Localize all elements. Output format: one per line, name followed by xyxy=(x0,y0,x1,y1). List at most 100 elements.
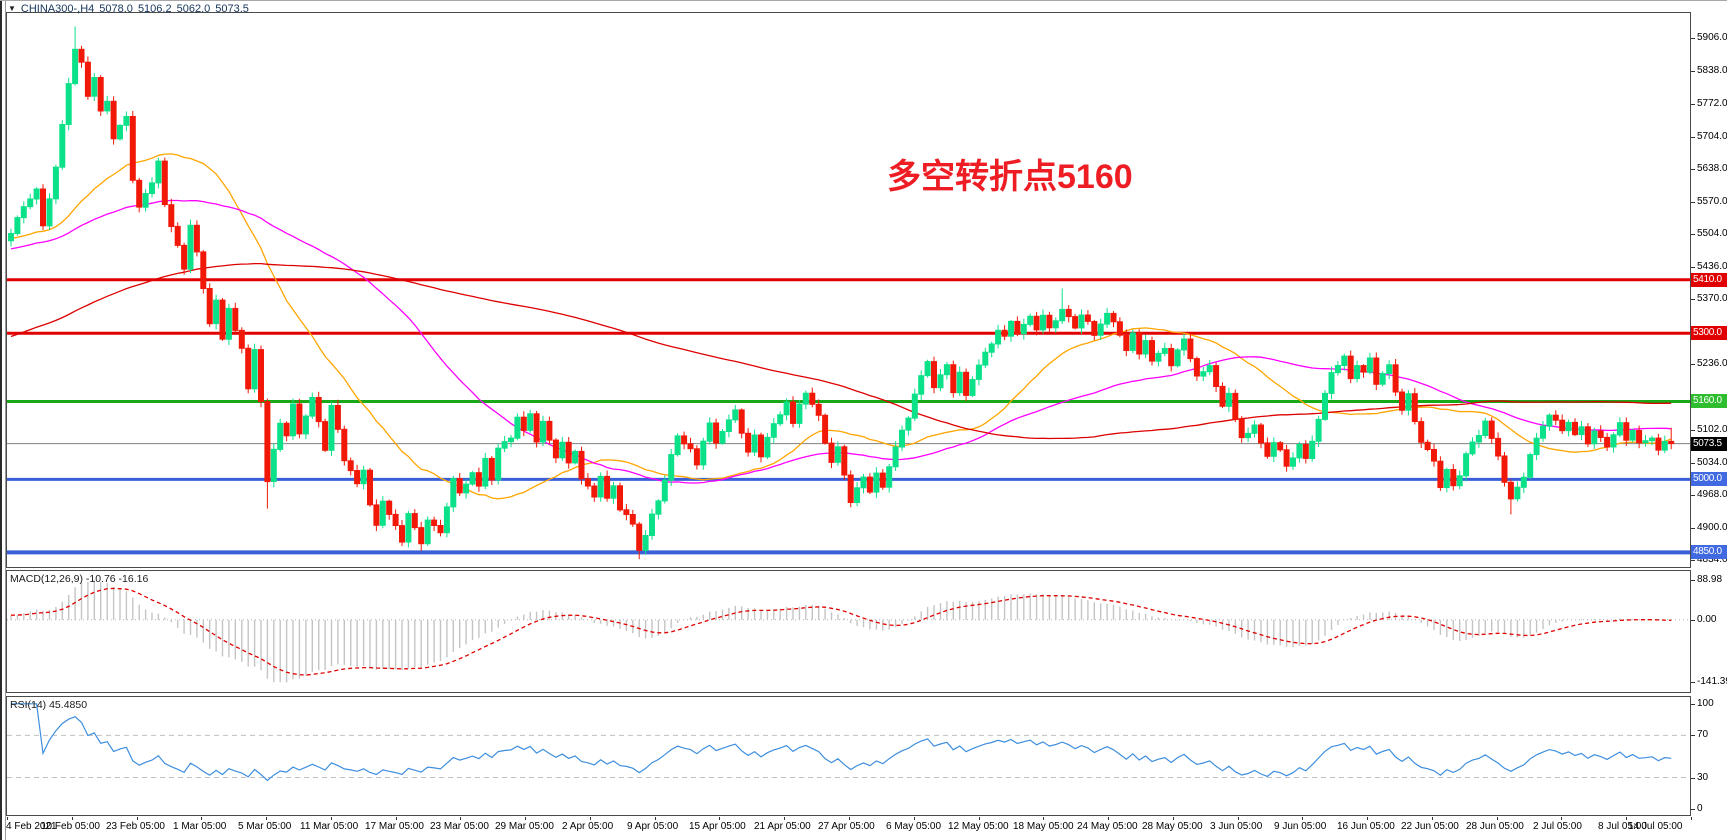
price-tick-label: 5236.0 xyxy=(1697,358,1727,369)
bull-candles xyxy=(8,26,1668,555)
price-tick-label: 5704.0 xyxy=(1697,131,1727,142)
axis-tick xyxy=(1691,234,1695,235)
time-tick xyxy=(7,817,8,820)
axis-tick xyxy=(1691,560,1695,561)
time-label: 23 Mar 05:00 xyxy=(430,821,489,832)
hline-badge-4850.0: 4850.0 xyxy=(1691,545,1727,559)
symbol-period-label: CHINA300-,H4 xyxy=(20,2,95,15)
time-label: 12 May 05:00 xyxy=(948,821,1009,832)
time-label: 2 Apr 05:00 xyxy=(562,821,614,832)
price-tick-label: 5504.0 xyxy=(1697,228,1727,239)
time-label: 23 Feb 05:00 xyxy=(106,821,165,832)
time-tick xyxy=(849,817,850,820)
macd-label: MACD(12,26,9) -10.76 -16.16 xyxy=(10,573,149,585)
price-axis[interactable]: 5906.0 5838.0 5772.0 5704.0 5638.0 5570.0 5504… xyxy=(1691,1,1727,840)
time-label: 4 Feb 2021 xyxy=(6,821,57,832)
time-tick xyxy=(1108,817,1109,820)
hline-badge-5160.0: 5160.0 xyxy=(1691,394,1727,408)
time-tick xyxy=(72,817,73,820)
time-label: 8 Jul 05:00 xyxy=(1598,821,1647,832)
axis-tick xyxy=(1691,202,1695,203)
macd-histogram xyxy=(10,580,1672,683)
hline-badge-5410.0: 5410.0 xyxy=(1691,273,1727,287)
axis-tick xyxy=(1691,809,1695,810)
axis-tick xyxy=(1691,267,1695,268)
time-label: 2 Jul 05:00 xyxy=(1533,821,1582,832)
time-tick xyxy=(1497,817,1498,820)
price-tick-label: 0.00 xyxy=(1697,614,1717,625)
time-tick xyxy=(719,817,720,820)
macd-signal-line xyxy=(10,587,1672,676)
rsi-plot-area[interactable] xyxy=(7,697,1690,815)
axis-tick xyxy=(1691,71,1695,72)
time-tick xyxy=(1561,817,1562,820)
price-tick-label: 5102.0 xyxy=(1697,424,1727,435)
ma-slow-line xyxy=(10,262,1672,440)
time-label: 22 Jun 05:00 xyxy=(1401,821,1459,832)
price-tick-label: 5638.0 xyxy=(1697,163,1727,174)
price-tick-label: 5570.0 xyxy=(1697,196,1727,207)
axis-tick xyxy=(1691,528,1695,529)
axis-tick xyxy=(1691,430,1695,431)
time-tick xyxy=(1043,817,1044,820)
time-label: 6 May 05:00 xyxy=(886,821,942,832)
rsi-label: RSI(14) 45.4850 xyxy=(10,699,88,711)
time-tick xyxy=(914,817,915,820)
time-label: 15 Apr 05:00 xyxy=(689,821,746,832)
price-tick-label: 5838.0 xyxy=(1697,65,1727,76)
main-price-panel[interactable]: 多空转折点5160 xyxy=(6,12,1691,568)
time-label: 24 May 05:00 xyxy=(1077,821,1138,832)
hline-badge-5000.0: 5000.0 xyxy=(1691,472,1727,486)
macd-panel[interactable]: MACD(12,26,9) -10.76 -16.16 xyxy=(6,570,1691,693)
axis-tick xyxy=(1691,137,1695,138)
time-label: 17 Mar 05:00 xyxy=(365,821,424,832)
price-tick-label: -141.39 xyxy=(1697,676,1727,687)
time-tick xyxy=(590,817,591,820)
axis-tick xyxy=(1691,463,1695,464)
window-left-frame-inner xyxy=(5,1,6,840)
price-tick-label: 100 xyxy=(1697,698,1714,709)
time-tick xyxy=(1302,817,1303,820)
price-tick-label: 4900.0 xyxy=(1697,522,1727,533)
time-tick xyxy=(784,817,785,820)
time-label: 18 May 05:00 xyxy=(1013,821,1074,832)
time-tick xyxy=(460,817,461,820)
rsi-line xyxy=(11,703,1672,782)
price-tick-label: 5772.0 xyxy=(1697,98,1727,109)
axis-tick xyxy=(1691,364,1695,365)
axis-tick xyxy=(1691,299,1695,300)
axis-tick xyxy=(1691,169,1695,170)
bear-candles xyxy=(40,45,1675,560)
price-tick-label: 5034.0 xyxy=(1697,457,1727,468)
low-value: 5062.0 xyxy=(176,2,211,15)
macd-plot-area[interactable] xyxy=(7,571,1690,692)
time-label: 11 Mar 05:00 xyxy=(300,821,359,832)
time-tick xyxy=(1367,817,1368,820)
time-tick xyxy=(979,817,980,820)
current-price-badge: 5073.5 xyxy=(1691,437,1727,451)
hline-badge-5300.0: 5300.0 xyxy=(1691,326,1727,340)
price-tick-label: 5436.0 xyxy=(1697,261,1727,272)
axis-tick xyxy=(1691,38,1695,39)
price-tick-label: 0 xyxy=(1697,803,1703,814)
time-label: 16 Jun 05:00 xyxy=(1337,821,1395,832)
axis-tick xyxy=(1691,704,1695,705)
ohlc-info-bar: ▼ CHINA300-,H4 5078.0 5106.2 5062.0 5073… xyxy=(8,2,249,15)
ma-fast-line xyxy=(10,153,1672,500)
rsi-panel[interactable]: RSI(14) 45.4850 xyxy=(6,696,1691,816)
time-axis[interactable]: 4 Feb 2021 10 Feb 05:00 23 Feb 05:00 1 Mar … xyxy=(6,817,1692,839)
open-value: 5078.0 xyxy=(99,2,133,15)
time-label: 3 Jun 05:00 xyxy=(1210,821,1263,832)
collapse-indicator-icon[interactable]: ▼ xyxy=(8,3,16,13)
price-tick-label: 88.98 xyxy=(1697,574,1723,585)
time-label: 21 Apr 05:00 xyxy=(754,821,811,832)
time-label: 9 Jun 05:00 xyxy=(1274,821,1327,832)
price-tick-label: 70 xyxy=(1697,729,1709,740)
time-label: 9 Apr 05:00 xyxy=(627,821,679,832)
axis-tick xyxy=(1691,735,1695,736)
time-label: 14 Jul 05:00 xyxy=(1628,821,1683,832)
time-tick xyxy=(1626,817,1627,820)
time-tick xyxy=(655,817,656,820)
time-tick xyxy=(1173,817,1174,820)
main-plot-area[interactable] xyxy=(7,13,1690,567)
